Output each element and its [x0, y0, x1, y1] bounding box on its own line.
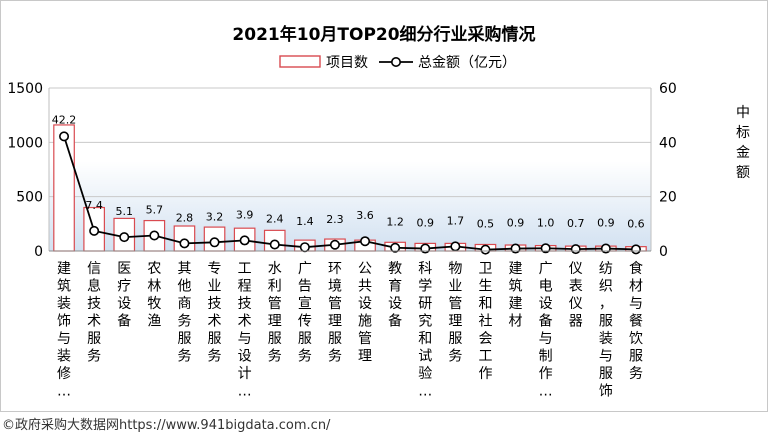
chart-svg: 42.2 7.4 5.1 5.7 2.8 3.2 3.9 2.4 1.4 2.3 3.6 1.2 0.9… [7, 24, 750, 400]
line-point [299, 242, 310, 253]
x-tick-label: 物业管理服务 [448, 261, 462, 365]
x-tick-label: 建筑装饰与装修… [57, 261, 71, 400]
line-point [540, 243, 551, 254]
x-tick-label: 仪表仪器 [569, 261, 583, 330]
y-left-tick-label: 500 [16, 190, 43, 206]
x-tick-label: 医疗设备 [117, 261, 131, 330]
series-line [63, 136, 636, 251]
x-tick-label: 公共设施管理 [358, 261, 372, 365]
data-label: 7.4 [85, 199, 103, 212]
data-label: 0.9 [597, 217, 615, 230]
y-left-tick-label: 1000 [7, 135, 43, 151]
data-label: 5.1 [116, 205, 134, 218]
data-label: 2.8 [176, 211, 194, 224]
line-point [179, 238, 190, 249]
x-tick-label: 食材与餐饮服务 [629, 260, 643, 382]
plot-background [49, 88, 651, 251]
legend-swatch-marker [390, 56, 401, 67]
source-note: ©政府采购大数据网https://www.941bigdata.com.cn/ [2, 418, 331, 433]
y-right-axis-label: 中标金额 [736, 105, 750, 181]
x-tick-label: 其他商务服务 [177, 261, 191, 365]
data-label: 3.2 [206, 210, 224, 223]
bar [53, 124, 75, 252]
y-right-tick-label: 20 [659, 190, 677, 206]
line-point [239, 235, 250, 246]
data-label: 0.9 [507, 217, 525, 230]
data-label: 1.7 [447, 214, 465, 227]
x-tick-label: 专业技术服务 [208, 261, 222, 365]
x-tick-label: 广告宣传服务 [298, 261, 312, 365]
x-tick-label: 农林牧渔 [147, 261, 161, 330]
line-point [209, 237, 220, 248]
data-label: 0.6 [627, 217, 645, 230]
line-point [329, 239, 340, 250]
y-right-tick-label: 60 [659, 81, 677, 97]
data-label: 0.7 [567, 217, 585, 230]
line-point [630, 244, 641, 255]
x-tick-label: 水利管理服务 [268, 261, 282, 365]
legend-swatch-bar [279, 55, 321, 68]
legend-label-bar: 项目数 [326, 55, 368, 71]
x-tick-label: 纺织，服装与服饰 [599, 261, 613, 400]
line-point [149, 230, 160, 241]
x-tick-label: 教育设备 [388, 261, 402, 330]
data-label: 3.9 [236, 208, 254, 221]
x-tick-label: 科学研究和试验… [418, 261, 432, 400]
data-label: 0.5 [477, 218, 495, 231]
line-point [59, 131, 70, 142]
line-point [390, 242, 401, 253]
data-label: 42.2 [52, 113, 77, 126]
line-point [269, 239, 280, 250]
y-left-tick-label: 0 [34, 244, 43, 260]
data-label: 3.6 [356, 209, 374, 222]
data-label: 1.0 [537, 216, 555, 229]
data-label: 0.9 [417, 217, 435, 230]
data-label: 5.7 [146, 204, 164, 217]
x-tick-label: 工程技术与设计… [238, 261, 252, 400]
x-tick-label: 卫生和社会工作 [478, 261, 492, 382]
data-label: 2.3 [326, 213, 344, 226]
line-point [450, 241, 461, 252]
x-tick-label: 建筑建材 [509, 261, 523, 330]
data-label: 1.2 [386, 216, 404, 229]
y-right-tick-label: 0 [659, 244, 668, 260]
line-point [480, 244, 491, 255]
y-right-tick-label: 40 [659, 135, 677, 151]
line-point [89, 225, 100, 236]
line-point [360, 236, 371, 247]
x-tick-label: 环境管理服务 [328, 261, 342, 365]
x-tick-label: 信息技术服务 [87, 261, 101, 365]
data-label: 2.4 [266, 212, 284, 225]
line-point [119, 232, 130, 243]
line-point [570, 244, 581, 255]
x-tick-label: 广电设备与制作… [539, 261, 553, 400]
data-label: 1.4 [296, 215, 314, 228]
chart-title: 2021年10月TOP20细分行业采购情况 [232, 24, 535, 45]
y-left-tick-label: 1500 [7, 81, 43, 97]
legend-label-line: 总金额（亿元） [418, 55, 516, 71]
chart-frame: 42.2 7.4 5.1 5.7 2.8 3.2 3.9 2.4 1.4 2.3 3.6 1.2 0.9… [0, 0, 768, 412]
